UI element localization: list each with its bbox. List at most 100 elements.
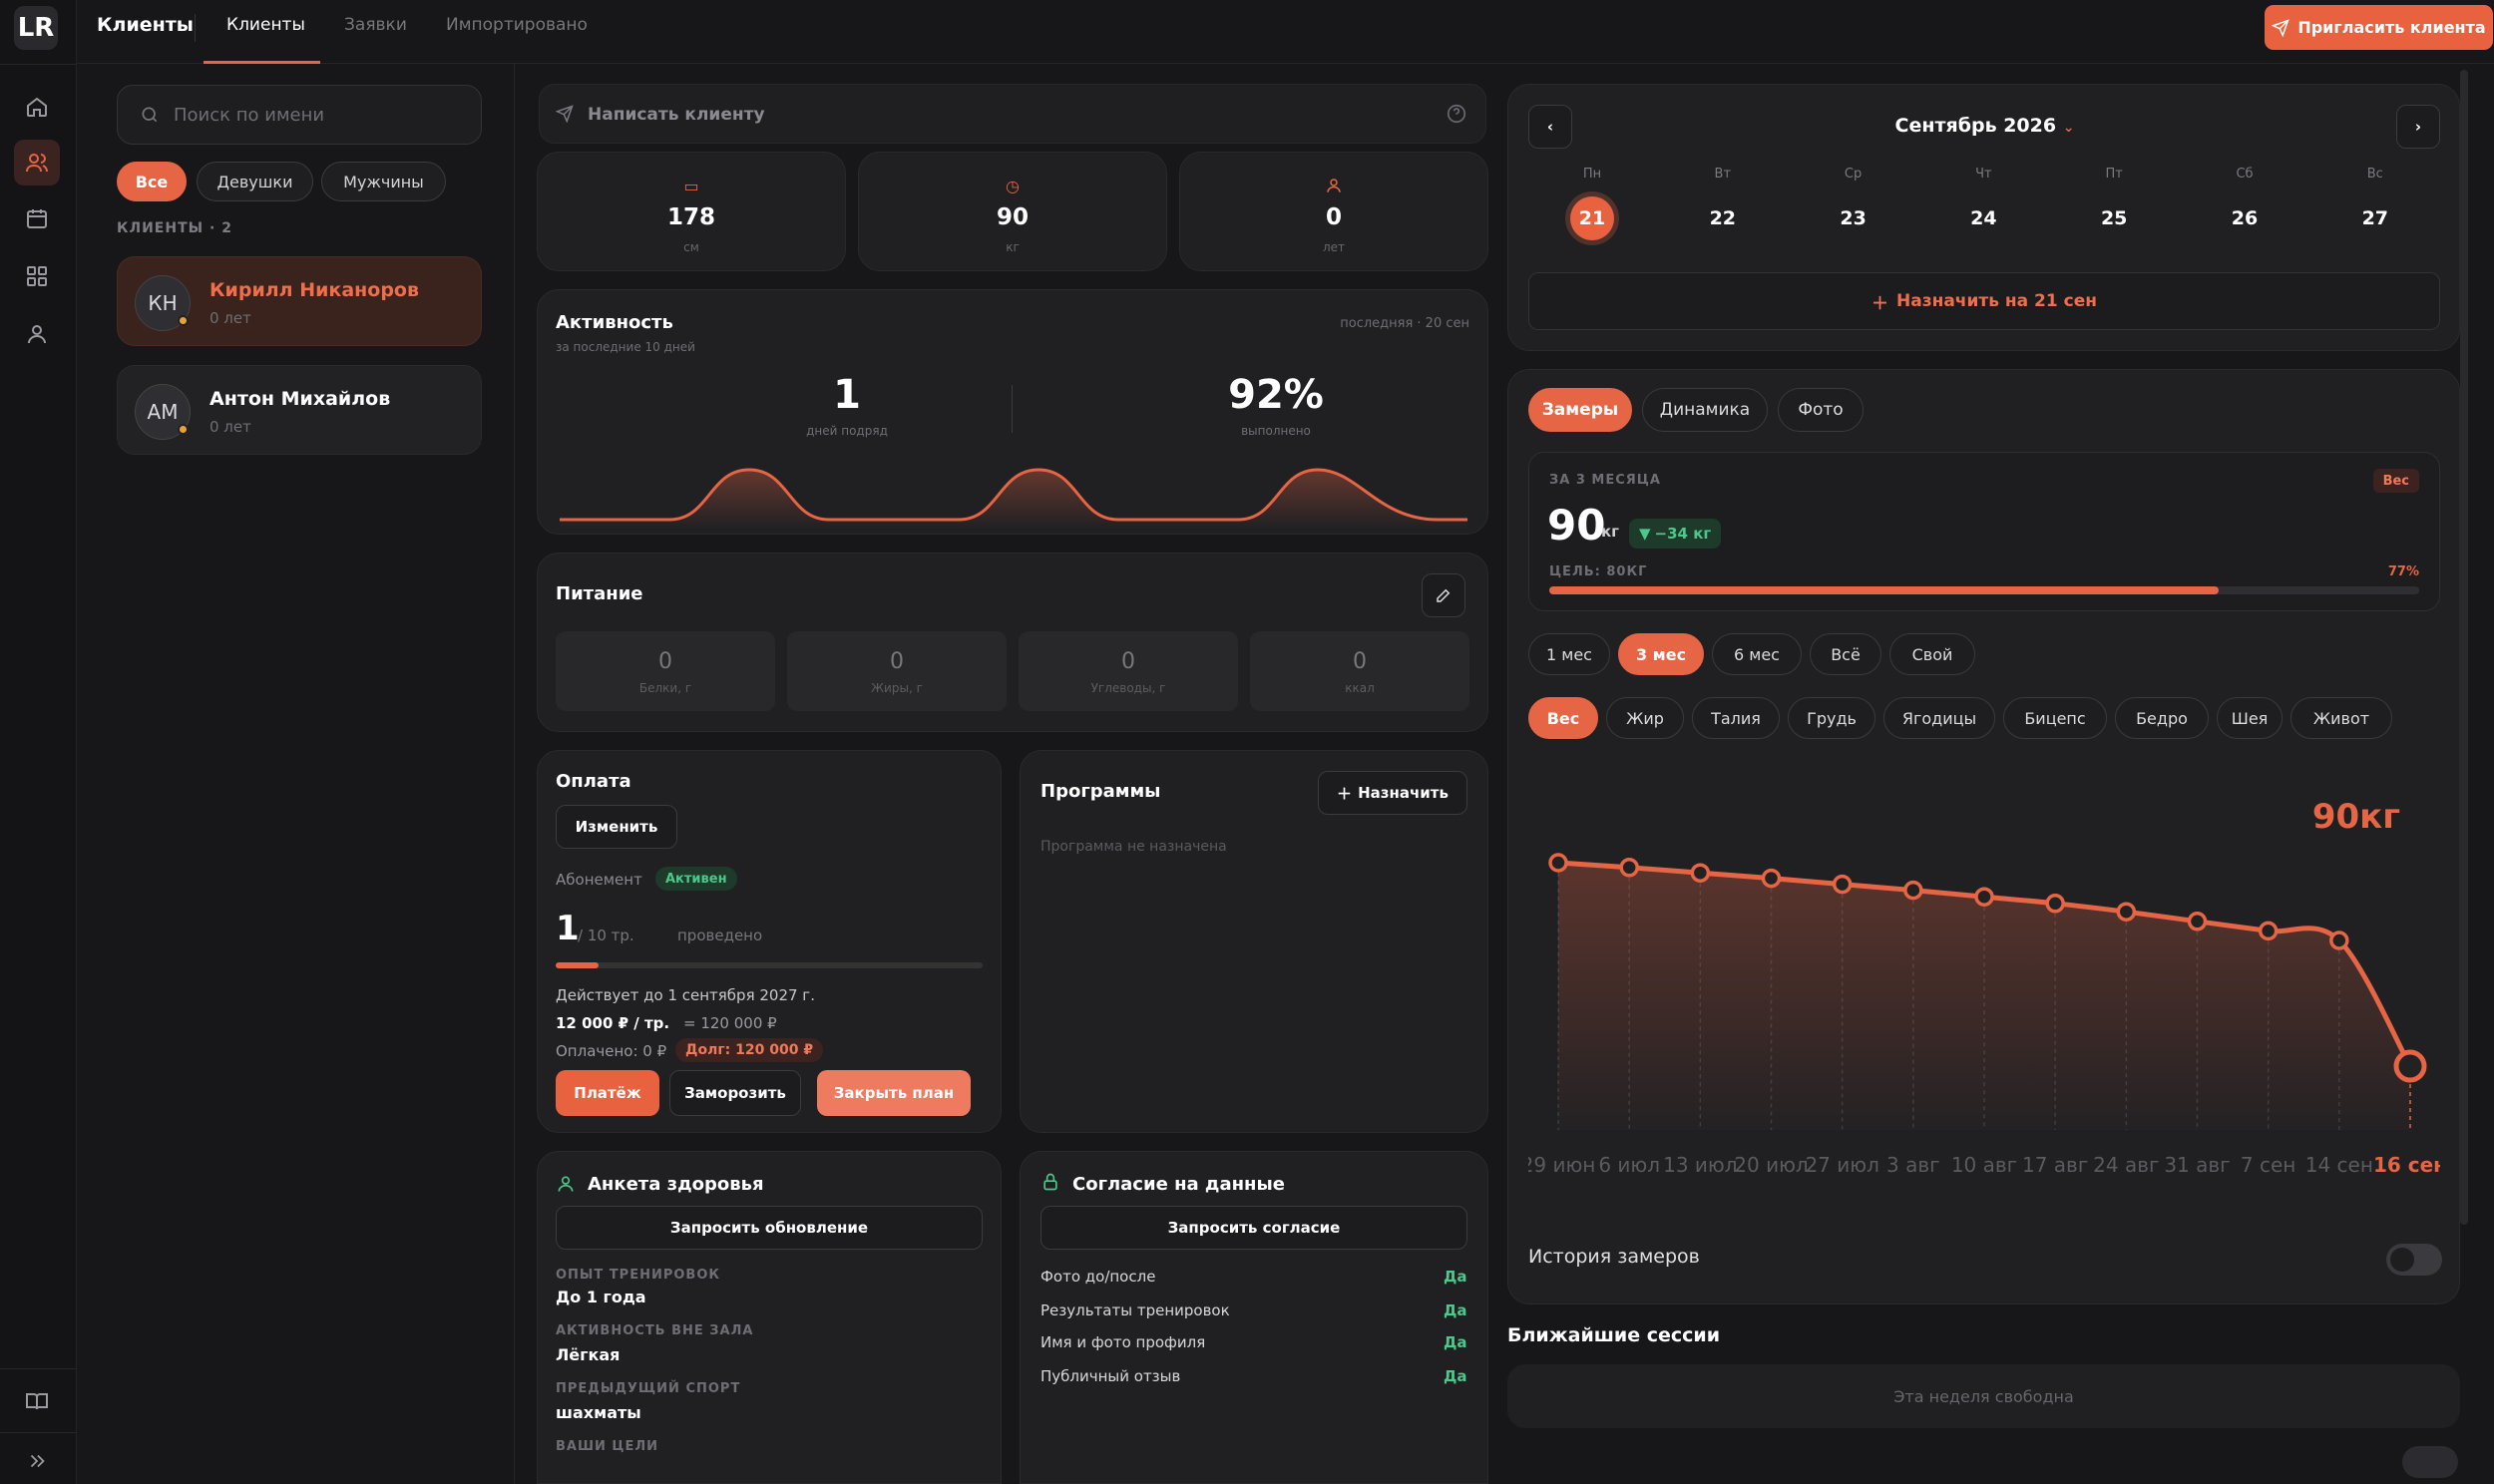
client-card[interactable]: АМ Антон Михайлов 0 лет	[117, 365, 482, 455]
chart-point[interactable]	[2393, 1049, 2427, 1083]
app-logo[interactable]: LR	[14, 6, 58, 50]
chart-point[interactable]	[1548, 853, 1568, 873]
message-client-bar[interactable]: Написать клиенту	[539, 84, 1486, 144]
payment-button[interactable]: Платёж	[556, 1070, 659, 1116]
search-field[interactable]	[117, 85, 482, 145]
consent-card: Согласие на данные Запросить согласие Фо…	[1020, 1151, 1488, 1484]
metric-pill[interactable]: Живот	[2290, 697, 2392, 739]
range-6m[interactable]: 6 мес	[1712, 633, 1802, 675]
calendar-day[interactable]: 23	[1840, 207, 1867, 229]
price-per-session: 12 000 ₽ / тр.	[556, 1014, 670, 1032]
request-update-button[interactable]: Запросить обновление	[556, 1206, 983, 1250]
edit-nutrition-button[interactable]	[1422, 573, 1465, 617]
stat-unit: см	[683, 240, 699, 254]
completion-value: 92%	[1228, 372, 1324, 418]
tab-imported[interactable]: Импортировано	[446, 15, 588, 35]
range-3m[interactable]: 3 мес	[1618, 633, 1704, 675]
metric-pill[interactable]: Вес	[1528, 697, 1598, 739]
calendar-day[interactable]: 22	[1709, 207, 1737, 229]
freeze-button[interactable]: Заморозить	[669, 1070, 801, 1116]
field-value: До 1 года	[556, 1288, 646, 1306]
book-icon[interactable]	[14, 1378, 60, 1424]
chart-point[interactable]	[1832, 874, 1853, 895]
lock-icon	[1043, 1173, 1057, 1191]
invite-client-button[interactable]: Пригласить клиента	[2265, 5, 2493, 50]
request-consent-button[interactable]: Запросить согласие	[1040, 1206, 1467, 1250]
tab-measurements[interactable]: Замеры	[1528, 388, 1632, 432]
client-list-panel: Все Девушки Мужчины КЛИЕНТЫ · 2 КН Кирил…	[77, 64, 515, 1484]
avatar: АМ	[135, 384, 191, 440]
consent-row-value: Да	[1444, 1367, 1467, 1385]
tab-photos[interactable]: Фото	[1778, 388, 1864, 432]
chart-point[interactable]	[2187, 912, 2208, 931]
nutrition-label: ккал	[1345, 681, 1375, 695]
range-all[interactable]: Всё	[1810, 633, 1881, 675]
nutrition-label: Углеводы, г	[1090, 681, 1166, 695]
weekday-label: Ср	[1844, 167, 1863, 182]
range-1m[interactable]: 1 мес	[1528, 633, 1610, 675]
tab-requests[interactable]: Заявки	[344, 15, 407, 35]
filter-men[interactable]: Мужчины	[321, 162, 446, 201]
payment-card: Оплата Изменить Абонемент Активен 1 / 10…	[537, 750, 1002, 1133]
goal-progress	[1549, 586, 2419, 594]
client-card[interactable]: КН Кирилл Никаноров 0 лет	[117, 256, 482, 346]
tab-dynamics[interactable]: Динамика	[1642, 388, 1768, 432]
nutrition-value: 0	[1121, 649, 1135, 674]
calendar-day[interactable]: 26	[2231, 207, 2259, 229]
chart-point[interactable]	[1903, 880, 1923, 901]
chart-point[interactable]	[1619, 858, 1639, 878]
stat-unit: кг	[1006, 240, 1020, 254]
metric-pill[interactable]: Шея	[2217, 697, 2283, 739]
close-plan-button[interactable]: Закрыть план	[817, 1070, 971, 1116]
calendar-day[interactable]: 27	[2361, 207, 2389, 229]
nutrition-label: Жиры, г	[871, 681, 923, 695]
chart-point[interactable]	[2116, 902, 2137, 922]
chart-point[interactable]	[1690, 863, 1711, 883]
sessions-total: / 10 тр.	[578, 927, 634, 944]
calendar-icon[interactable]	[14, 195, 60, 241]
range-custom[interactable]: Свой	[1889, 633, 1975, 675]
next-week-button[interactable]: ›	[2396, 105, 2440, 149]
metric-pill[interactable]: Ягодицы	[1883, 697, 1995, 739]
chart-point[interactable]	[2329, 930, 2349, 950]
chart-point[interactable]	[1761, 868, 1782, 889]
valid-until: Действует до 1 сентября 2027 г.	[556, 986, 815, 1004]
metric-pill[interactable]: Жир	[1606, 697, 1684, 739]
expand-icon[interactable]	[14, 1438, 60, 1484]
filter-women[interactable]: Девушки	[197, 162, 313, 201]
chart-point[interactable]	[2045, 894, 2065, 914]
calendar-day[interactable]: 25	[2100, 207, 2128, 229]
help-icon[interactable]	[1446, 103, 1467, 125]
tab-clients[interactable]: Клиенты	[226, 15, 305, 35]
metric-pill[interactable]: Талия	[1692, 697, 1780, 739]
calendar-month[interactable]: Сентябрь 2026 ⌄	[1508, 115, 2461, 137]
sessions-progress-fill	[556, 962, 599, 968]
assign-session-label: Назначить на 21 сен	[1896, 291, 2097, 311]
pencil-icon	[1437, 588, 1451, 602]
chart-point[interactable]	[1974, 887, 1994, 907]
metric-pill[interactable]: Грудь	[1788, 697, 1875, 739]
consent-row-label: Фото до/после	[1040, 1268, 1156, 1286]
grid-icon[interactable]	[14, 253, 60, 299]
metric-pill[interactable]: Бицепс	[2003, 697, 2107, 739]
sessions-toggle[interactable]	[2402, 1446, 2458, 1478]
assign-program-button[interactable]: ＋ Назначить	[1318, 771, 1467, 815]
metric-pill[interactable]: Бедро	[2115, 697, 2209, 739]
prev-week-button[interactable]: ‹	[1528, 105, 1572, 149]
search-input[interactable]	[174, 104, 453, 126]
assign-label: Назначить	[1358, 784, 1449, 802]
streak-label: дней подряд	[806, 424, 888, 438]
person-icon	[558, 1176, 574, 1192]
calendar-day[interactable]: 21	[1570, 196, 1614, 240]
scrollbar[interactable]	[2460, 70, 2468, 1225]
profile-icon[interactable]	[14, 311, 60, 357]
assign-session-button[interactable]: ＋ Назначить на 21 сен	[1528, 272, 2440, 330]
chart-point[interactable]	[2258, 921, 2279, 941]
home-icon[interactable]	[14, 84, 60, 130]
filter-all[interactable]: Все	[117, 162, 187, 201]
stat-card-age: 0 лет	[1179, 152, 1488, 271]
clients-icon[interactable]	[14, 140, 60, 186]
change-payment-button[interactable]: Изменить	[556, 805, 677, 849]
history-toggle[interactable]	[2386, 1244, 2442, 1276]
calendar-day[interactable]: 24	[1970, 207, 1997, 229]
